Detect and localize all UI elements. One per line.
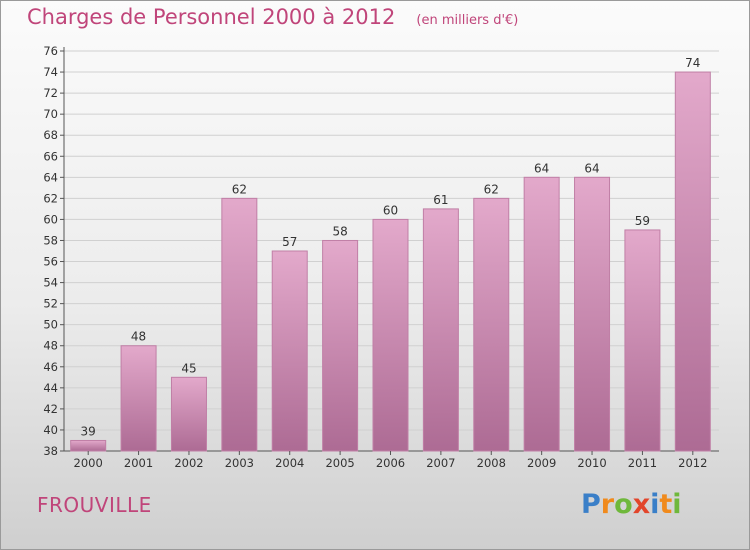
logo-letter: i <box>650 489 660 520</box>
bar <box>322 239 359 452</box>
logo-letter: o <box>614 489 633 520</box>
y-tick-label: 40 <box>43 423 58 437</box>
x-tick-label: 2007 <box>426 456 455 470</box>
x-tick-label: 2010 <box>577 456 606 470</box>
y-tick-label: 38 <box>43 444 58 458</box>
bar <box>422 208 459 452</box>
x-tick-label: 2005 <box>325 456 354 470</box>
y-tick-label: 74 <box>43 65 58 79</box>
value-label: 62 <box>232 182 247 196</box>
x-tick-label: 2004 <box>275 456 304 470</box>
value-label: 58 <box>332 224 347 238</box>
y-tick-label: 58 <box>43 233 58 247</box>
y-tick-label: 46 <box>43 360 58 374</box>
y-tick-label: 54 <box>43 276 58 290</box>
chart-subtitle: (en milliers d'€) <box>416 13 519 28</box>
bar <box>271 250 308 452</box>
proxiti-logo[interactable]: Proxiti <box>581 489 682 520</box>
x-tick-label: 2002 <box>174 456 203 470</box>
y-tick-label: 62 <box>43 191 58 205</box>
logo-letter: P <box>581 489 601 520</box>
y-tick-label: 48 <box>43 339 58 353</box>
y-tick-label: 66 <box>43 149 58 163</box>
x-tick-label: 2008 <box>477 456 506 470</box>
bar <box>120 345 157 452</box>
bar <box>170 376 207 452</box>
x-tick-label: 2012 <box>678 456 707 470</box>
bar <box>372 218 409 452</box>
value-label: 59 <box>635 214 650 228</box>
y-tick-label: 44 <box>43 381 58 395</box>
bar <box>674 71 711 452</box>
x-tick-label: 2006 <box>376 456 405 470</box>
value-label: 64 <box>534 161 549 175</box>
value-label: 57 <box>282 235 297 249</box>
logo-letter: x <box>632 489 651 520</box>
logo-letter: r <box>600 489 615 520</box>
x-tick-label: 2011 <box>628 456 657 470</box>
value-label: 45 <box>181 361 196 375</box>
y-tick-label: 64 <box>43 170 58 184</box>
value-label: 60 <box>383 203 398 217</box>
bar <box>624 229 661 452</box>
bar <box>523 176 560 452</box>
y-tick-label: 50 <box>43 318 58 332</box>
bar <box>221 197 258 452</box>
value-label: 48 <box>131 330 146 344</box>
y-tick-label: 68 <box>43 128 58 142</box>
x-tick-label: 2003 <box>225 456 254 470</box>
value-label: 64 <box>584 161 599 175</box>
x-tick-label: 2009 <box>527 456 556 470</box>
y-tick-label: 52 <box>43 297 58 311</box>
y-tick-label: 56 <box>43 255 58 269</box>
chart-title: Charges de Personnel 2000 à 2012 <box>27 5 396 29</box>
commune-name: FROUVILLE <box>37 493 152 517</box>
value-label: 61 <box>433 193 448 207</box>
y-tick-label: 70 <box>43 107 58 121</box>
logo-letter: t <box>659 489 673 520</box>
y-tick-label: 76 <box>43 44 58 58</box>
value-label: 39 <box>81 424 96 438</box>
bar <box>70 439 107 452</box>
logo-letter: i <box>672 489 682 520</box>
value-label: 62 <box>484 182 499 196</box>
value-label: 74 <box>685 56 700 70</box>
x-tick-label: 2000 <box>74 456 103 470</box>
y-tick-label: 60 <box>43 212 58 226</box>
chart-title-block: Charges de Personnel 2000 à 2012 (en mil… <box>27 5 518 35</box>
bar <box>574 176 611 452</box>
bar <box>473 197 510 452</box>
y-tick-label: 42 <box>43 402 58 416</box>
x-tick-label: 2001 <box>124 456 153 470</box>
y-tick-label: 72 <box>43 86 58 100</box>
